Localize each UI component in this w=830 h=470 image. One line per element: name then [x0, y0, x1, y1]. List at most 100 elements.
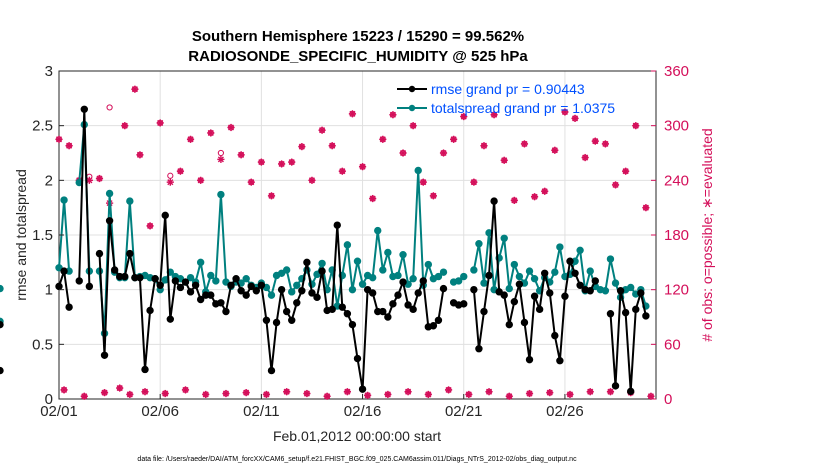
point-totalspread-71 — [414, 166, 422, 175]
obs-evaluated-point-21 — [186, 135, 195, 143]
obs-evaluated-stroke — [263, 391, 270, 398]
point-rmse-21 — [161, 211, 169, 220]
point-rmse-64 — [379, 307, 387, 316]
obs-evaluated-point-85 — [622, 167, 630, 175]
point-totalspread-46 — [288, 288, 296, 296]
obs-evaluated-point-81 — [591, 137, 599, 145]
point-totalspread-68 — [399, 250, 407, 259]
obs-evaluated-stroke — [602, 140, 609, 147]
obs-evaluated-point-80 — [586, 388, 594, 396]
obs-evaluated-stroke — [288, 159, 295, 166]
point-rmse-55 — [333, 221, 341, 229]
obs-evaluated-stroke — [81, 393, 88, 400]
point-totalspread-82 — [470, 266, 478, 274]
obs-evaluated-point-26 — [222, 389, 230, 398]
obs-evaluated-point-44 — [343, 388, 351, 396]
obs-evaluated-stroke — [187, 136, 194, 143]
obs-evaluated-stroke — [632, 122, 639, 129]
point-rmse-113 — [627, 387, 635, 396]
obs-evaluated-point-58 — [439, 149, 448, 157]
obs-evaluated-point-82 — [601, 140, 610, 148]
obs-evaluated-stroke — [440, 149, 447, 157]
point-rmse-101 — [566, 257, 574, 265]
obs-evaluated-point-24 — [207, 129, 215, 137]
point-rmse-114 — [632, 305, 640, 314]
point-rmse-5 — [80, 105, 88, 113]
obs-evaluated-point-68 — [505, 392, 513, 400]
obs-evaluated-point-60 — [450, 135, 458, 143]
point-totalspread-88 — [500, 234, 508, 242]
obs-evaluated-point-54 — [409, 122, 417, 130]
y-tick-label-0: 0 — [45, 391, 53, 408]
point-rmse-50 — [308, 289, 316, 297]
obs-evaluated-stroke — [465, 391, 472, 398]
point-rmse-86 — [490, 197, 498, 205]
point-rmse-8 — [95, 249, 104, 258]
point-totalspread-57 — [343, 241, 352, 249]
obs-evaluated-stroke — [162, 390, 169, 397]
point-rmse-84 — [480, 307, 488, 316]
point-rmse-44 — [277, 285, 286, 294]
point-rmse-57 — [343, 310, 352, 318]
obs-evaluated-stroke — [278, 160, 285, 167]
point-rmse-41 — [262, 316, 271, 324]
obs-evaluated-point-17 — [161, 389, 169, 398]
obs-possible-point-18 — [167, 172, 174, 179]
obs-evaluated-point-27 — [227, 123, 235, 132]
obs-evaluated-point-14 — [141, 388, 149, 396]
point-rmse-66 — [389, 300, 397, 308]
point-totalspread-32 — [217, 190, 225, 199]
point-rmse-16 — [136, 273, 144, 282]
obs-evaluated-point-57 — [429, 192, 437, 200]
point-rmse-39 — [252, 287, 261, 295]
point-rmse-110 — [611, 382, 620, 390]
point-totalspread-113 — [627, 283, 635, 292]
point-rmse-20 — [156, 281, 164, 289]
x-tick-label-2: 02/11 — [243, 403, 279, 420]
y-tick-label-4: 2 — [45, 172, 53, 189]
obs-evaluated-stroke — [101, 389, 108, 396]
obs-evaluated-point-1 — [60, 386, 68, 394]
obs-possible-point-25 — [217, 149, 224, 157]
obs-evaluated-stroke — [546, 389, 553, 396]
obs-evaluated-stroke — [622, 168, 629, 175]
point-rmse-46 — [288, 316, 296, 324]
point-rmse-89 — [505, 320, 513, 329]
x-tick-label-3: 02/16 — [344, 403, 382, 420]
obs-evaluated-stroke — [389, 111, 396, 118]
point-rmse-88 — [500, 291, 508, 299]
point-totalspread-28 — [196, 258, 205, 267]
obs-evaluated-point-73 — [541, 187, 549, 195]
obs-evaluated-stroke — [177, 168, 184, 175]
obs-evaluated-stroke — [592, 138, 599, 145]
obs-evaluated-point-59 — [444, 386, 453, 394]
y2-tick-label-0: 0 — [664, 391, 672, 408]
obs-evaluated-stroke — [410, 122, 417, 129]
obs-evaluated-stroke — [167, 179, 174, 186]
obs-evaluated-stroke — [480, 142, 488, 149]
point-totalspread-79 — [454, 277, 463, 285]
point-rmse-36 — [237, 287, 245, 295]
chart-title-line-2: RADIOSONDE_SPECIFIC_HUMIDITY @ 525 hPa — [188, 48, 528, 65]
point-rmse-96 — [540, 269, 549, 277]
point-rmse-99 — [556, 357, 564, 365]
point-rmse-85 — [485, 271, 493, 280]
point-totalspread-84 — [480, 279, 488, 287]
point-rmse-80 — [460, 300, 468, 308]
obs-evaluated-point-37 — [298, 143, 306, 151]
point-rmse-25 — [181, 278, 190, 286]
point-rmse-74 — [429, 322, 438, 330]
legend: rmse grand pr = 0.90443 totalspread gran… — [397, 81, 615, 116]
point-totalspread-103 — [576, 246, 584, 255]
y-tick-label-3: 1.5 — [32, 227, 53, 244]
point-rmse-43 — [272, 318, 281, 327]
obs-evaluated-point-33 — [267, 192, 276, 200]
point-rmse-111 — [616, 287, 625, 295]
obs-evaluated-point-20 — [181, 386, 190, 394]
obs-evaluated-point-77 — [566, 390, 574, 399]
obs-evaluated-stroke — [61, 386, 68, 393]
point-rmse-23 — [171, 277, 180, 285]
obs-evaluated-stroke — [308, 177, 316, 184]
obs-evaluated-point-74 — [546, 389, 554, 397]
